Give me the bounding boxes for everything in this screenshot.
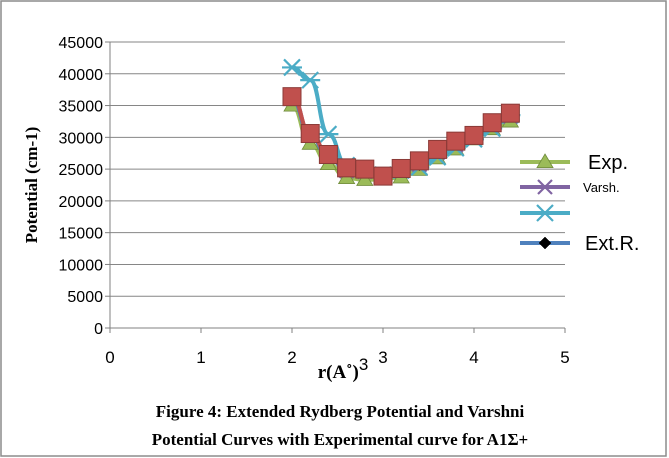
data-point — [300, 71, 321, 89]
legend-item: Varsh. — [520, 179, 620, 195]
series-layer — [282, 58, 521, 186]
caption-line-1: Figure 4: Extended Rydberg Potential and… — [156, 402, 525, 421]
legend-label: Varsh. — [583, 180, 620, 195]
y-tick-label: 20000 — [59, 194, 104, 211]
y-tick-labels: 0 5000 10000 15000 20000 25000 30000 35000 40000… — [59, 35, 110, 338]
y-tick-label: 0 — [94, 321, 103, 338]
y-tick-label: 15000 — [59, 226, 104, 243]
data-point — [282, 87, 302, 107]
gridlines — [110, 41, 565, 297]
y-tick-label: 25000 — [59, 162, 104, 179]
legend-item — [520, 204, 570, 222]
y-tick-label: 45000 — [59, 35, 104, 52]
data-point — [356, 171, 374, 186]
data-point — [373, 166, 393, 186]
series-unnamed-4 — [282, 87, 520, 186]
data-point — [482, 113, 502, 133]
y-tick-label: 40000 — [59, 67, 104, 84]
data-point — [409, 151, 429, 171]
legend-marker — [536, 153, 554, 168]
data-point — [337, 158, 357, 178]
x-axis-title: r(A˚)3 — [318, 355, 369, 383]
y-axis-title: Potential (cm-1) — [22, 127, 41, 244]
legend-item: Ext.R. — [520, 233, 639, 255]
legend-marker — [537, 179, 553, 195]
data-point — [318, 144, 338, 164]
data-point — [428, 139, 448, 159]
caption-line-2: Potential Curves with Experimental curve… — [152, 430, 529, 449]
legend-label: Exp. — [588, 152, 628, 174]
y-tick-label: 30000 — [59, 130, 104, 147]
y-tick-label: 5000 — [67, 289, 103, 306]
data-point — [355, 159, 375, 179]
y-tick-label: 10000 — [59, 257, 104, 274]
legend-item: Exp. — [520, 152, 628, 174]
y-tick-label: 35000 — [59, 99, 104, 116]
x-tick-labels: 0 1 2 3 4 5 — [105, 328, 570, 367]
x-tick-label: 2 — [287, 348, 296, 367]
x-tick-label: 1 — [196, 348, 205, 367]
data-point — [464, 125, 484, 145]
x-tick-label: 3 — [378, 348, 387, 367]
legend: Exp. Varsh. Ext.R. — [520, 152, 639, 255]
x-tick-label: 5 — [560, 348, 569, 367]
data-point — [446, 131, 466, 151]
legend-label: Ext.R. — [585, 233, 639, 255]
x-tick-label: 4 — [469, 348, 478, 367]
x-axis-title-exponent: 3 — [359, 355, 368, 374]
legend-marker — [538, 236, 552, 250]
data-point — [391, 158, 411, 178]
data-point — [500, 103, 520, 123]
data-point — [318, 125, 339, 143]
legend-marker — [535, 204, 555, 222]
x-axis-title-main: r(A˚) — [318, 362, 359, 383]
x-tick-label: 0 — [105, 348, 114, 367]
data-point — [300, 124, 320, 144]
data-point — [282, 58, 302, 77]
